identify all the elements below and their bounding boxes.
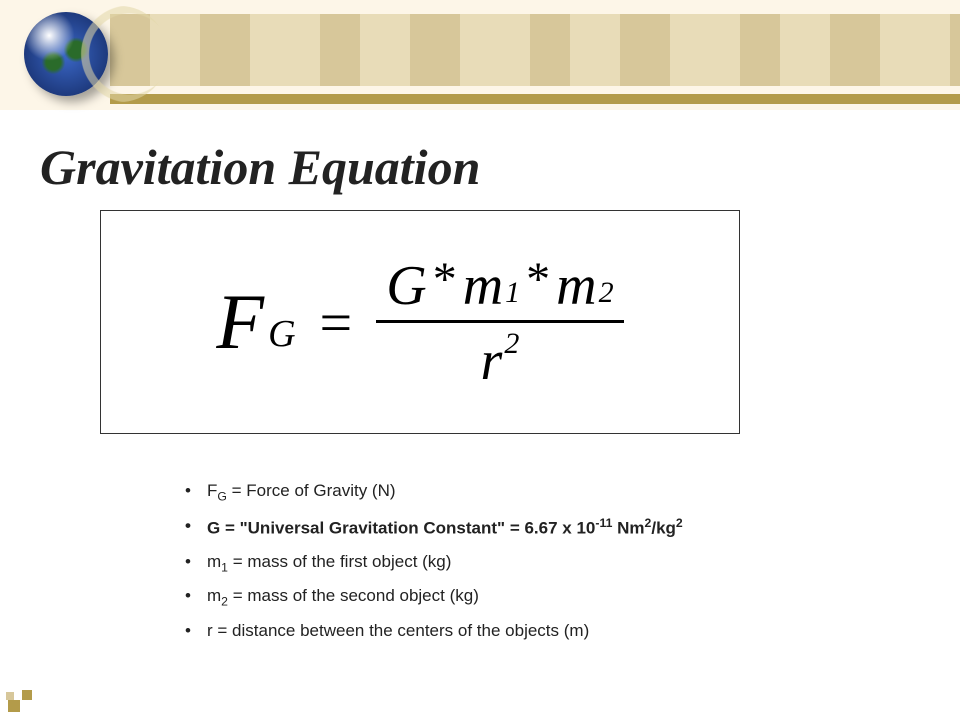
def-fg-var: F xyxy=(207,481,217,500)
eq-denominator: r 2 xyxy=(471,327,530,391)
def-m2-sub: 2 xyxy=(221,595,228,609)
def-fg: FG = Force of Gravity (N) xyxy=(185,480,880,505)
header-band xyxy=(0,0,960,110)
eq-fraction-bar xyxy=(376,320,623,323)
eq-fraction: G * m 1 * m 2 r 2 xyxy=(376,254,623,391)
def-m2-var: m xyxy=(207,586,221,605)
def-m1-var: m xyxy=(207,552,221,571)
eq-num-m1: m xyxy=(463,258,503,314)
def-r-text: r = distance between the centers of the … xyxy=(207,621,589,640)
eq-num-op1: * xyxy=(433,256,457,304)
equation: F G = G * m 1 * m 2 r 2 xyxy=(216,254,623,391)
def-r: r = distance between the centers of the … xyxy=(185,620,880,643)
equation-box: F G = G * m 1 * m 2 r 2 xyxy=(100,210,740,434)
eq-lhs: F G xyxy=(216,283,295,361)
corner-ornament-accent xyxy=(6,692,14,700)
definitions-list: FG = Force of Gravity (N) G = "Universal… xyxy=(185,480,880,653)
eq-equals: = xyxy=(320,289,353,356)
def-m1: m1 = mass of the first object (kg) xyxy=(185,551,880,576)
eq-den-exp: 2 xyxy=(504,329,519,359)
globe-icon xyxy=(24,12,108,96)
def-g-mid2: /kg xyxy=(651,519,676,538)
eq-lhs-var: F xyxy=(216,283,264,361)
eq-num-sub2: 2 xyxy=(599,278,614,308)
def-g-pre: G = "Universal Gravitation Constant" = 6… xyxy=(207,519,595,538)
eq-den-var: r xyxy=(481,333,503,389)
eq-lhs-sub: G xyxy=(268,315,295,353)
def-g-exp3: 2 xyxy=(676,516,683,530)
slide-title: Gravitation Equation xyxy=(40,138,480,196)
accent-bar xyxy=(110,94,960,104)
def-g-exp: -11 xyxy=(595,516,612,530)
eq-num-op2: * xyxy=(526,256,550,304)
def-m1-text: = mass of the first object (kg) xyxy=(228,552,451,571)
eq-num-m2: m xyxy=(556,258,596,314)
eq-num-g: G xyxy=(386,258,426,314)
def-m1-sub: 1 xyxy=(221,560,228,574)
map-texture xyxy=(110,14,960,86)
def-g-mid: Nm xyxy=(612,519,644,538)
def-m2: m2 = mass of the second object (kg) xyxy=(185,585,880,610)
eq-num-sub1: 1 xyxy=(505,278,520,308)
def-fg-text: = Force of Gravity (N) xyxy=(227,481,396,500)
def-fg-sub: G xyxy=(217,489,227,503)
def-m2-text: = mass of the second object (kg) xyxy=(228,586,479,605)
def-g: G = "Universal Gravitation Constant" = 6… xyxy=(185,515,880,541)
eq-numerator: G * m 1 * m 2 xyxy=(376,254,623,316)
